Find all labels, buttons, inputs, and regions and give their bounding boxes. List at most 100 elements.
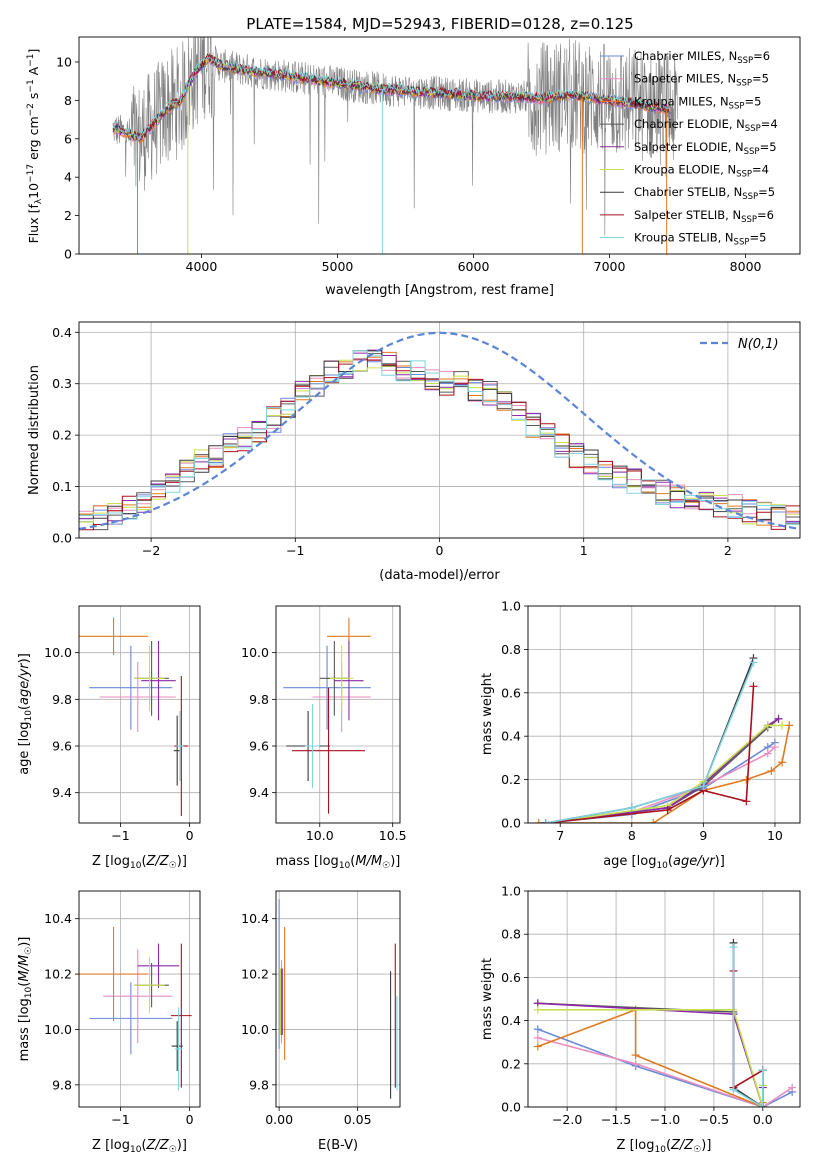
marker-salpeter_miles <box>788 1083 797 1092</box>
marker-salpeter_miles <box>533 1033 542 1042</box>
label-part: )] <box>715 854 725 869</box>
y-tick-label: 0.2 <box>501 1056 521 1071</box>
label-part: E(B-V) <box>318 1138 358 1153</box>
legend-eq: =5 <box>760 140 777 154</box>
marker-kroupa_stelib <box>729 943 738 952</box>
hist-step-salpeter_stelib <box>79 358 800 531</box>
label-part: 10 <box>654 1145 666 1155</box>
label-part: )] <box>17 937 32 947</box>
label-part: Z/Z <box>146 854 170 869</box>
normal-reference-curve <box>79 331 800 531</box>
axes-age-vs-Z: −1 0 9.4 9.6 9.8 10.0 <box>44 605 201 843</box>
axes-residuals: −2 −1 0 1 2 0.0 0.1 0.2 0.3 0.4 <box>52 321 801 558</box>
label-part: ] <box>26 49 41 54</box>
x-tick-label: 0 <box>186 828 194 843</box>
label-part: ( <box>350 854 355 869</box>
marker-kroupa_miles <box>649 819 658 823</box>
label-part: ( <box>141 854 146 869</box>
series-line-kroupa_miles <box>537 1008 764 1107</box>
label-part: age [log <box>17 722 32 775</box>
y-tick-label: 1.0 <box>501 884 521 899</box>
axes-spectrum: 4000 5000 6000 7000 8000 0 2 4 6 8 10 <box>56 36 801 274</box>
label-part: 10 <box>656 861 668 871</box>
axes-frame <box>78 890 201 1108</box>
y-tick-label: 10.0 <box>44 645 72 660</box>
label-part: ( <box>17 705 32 710</box>
label-part: s <box>26 93 41 104</box>
legend-sub: SSP <box>734 238 750 248</box>
y-tick-label: 0.4 <box>501 729 521 744</box>
marker-kroupa_elodie <box>533 1005 542 1014</box>
marker-kroupa_stelib <box>541 819 550 823</box>
label-part: )] <box>177 1138 187 1153</box>
marker-kroupa_miles <box>631 1051 640 1060</box>
y-tick-label: 10.0 <box>241 1022 269 1037</box>
legend-sub: SSP <box>737 56 753 66</box>
y-tick-label: 8 <box>64 93 72 108</box>
label-part: erg cm <box>26 116 41 164</box>
marker-salpeter_miles <box>631 1059 640 1068</box>
x-tick-label: −1.5 <box>601 1112 631 1127</box>
x-tick-label: −1.0 <box>650 1112 680 1127</box>
legend-sub: SSP <box>729 101 745 111</box>
axes-frame <box>527 890 801 1108</box>
x-tick-label: 2 <box>724 543 732 558</box>
marker-kroupa_miles <box>785 721 794 730</box>
axes-mass-vs-Z: −1 0 9.8 10.0 10.2 10.4 <box>44 890 201 1127</box>
y-tick-label: 10.4 <box>44 911 72 926</box>
marker-kroupa_miles <box>534 819 543 823</box>
axes-age-vs-mass: 10.0 10.5 9.4 9.6 9.8 10.0 <box>241 605 407 843</box>
label-part: )] <box>390 854 400 869</box>
y-axis-label: mass weight <box>480 673 495 755</box>
marker-chabrier_miles <box>533 1025 542 1034</box>
y-tick-label: 9.8 <box>52 692 72 707</box>
series-line-salpeter_elodie <box>545 718 779 823</box>
y-tick-label: 0.3 <box>52 376 72 391</box>
x-tick-label: 10.0 <box>306 828 334 843</box>
x-tick-label: 1 <box>580 543 588 558</box>
y-axis-label: age [log10(age/yr)] <box>17 653 34 775</box>
x-tick-label: 0.05 <box>344 1112 372 1127</box>
y-tick-label: 9.8 <box>249 1077 269 1092</box>
x-tick-label: 7 <box>556 828 564 843</box>
legend-sub: SSP <box>744 147 760 157</box>
plot-area-spectrum <box>112 37 678 254</box>
marker-kroupa_elodie <box>763 721 772 730</box>
label-part: 10 <box>26 183 41 199</box>
y-tick-label: 0 <box>64 247 72 262</box>
label-part: A <box>26 66 41 79</box>
label-part: Z/Z <box>146 1138 170 1153</box>
legend-name: Chabrier ELODIE, N <box>634 117 745 131</box>
label-part: ☉ <box>693 1145 701 1155</box>
y-tick-label: 4 <box>64 170 72 185</box>
spectrum-data-line <box>112 37 678 236</box>
legend-label: Chabrier STELIB, NSSP=5 <box>634 185 775 202</box>
plot-area-mass-vs-ebv <box>278 899 398 1099</box>
x-tick-label: 10 <box>767 828 783 843</box>
x-tick-label: 7000 <box>594 259 626 274</box>
axes-weight-vs-age: 7 8 9 10 0.0 0.2 0.4 0.6 0.8 1.0 <box>501 599 801 843</box>
x-axis-label: wavelength [Angstrom, rest frame] <box>325 283 554 298</box>
model-line-kroupa_stelib <box>112 56 671 140</box>
label-part: ( <box>668 854 673 869</box>
x-axis-label: Z [log10(Z/Z☉)] <box>92 854 187 871</box>
x-tick-label: −1 <box>286 543 304 558</box>
legend-name: Kroupa MILES, N <box>634 94 729 108</box>
legend-sub: SSP <box>741 215 757 225</box>
y-axis-label: mass weight <box>480 958 495 1040</box>
y-tick-label: 0.4 <box>52 325 72 340</box>
series-line-salpeter_miles <box>545 746 776 823</box>
legend-eq: =4 <box>752 163 769 177</box>
label-part: Z [log <box>92 854 130 869</box>
label-part: −1 <box>26 79 36 92</box>
legend-eq: =6 <box>757 208 774 222</box>
x-axis-label: (data-model)/error <box>379 568 500 583</box>
x-tick-label: 6000 <box>458 259 490 274</box>
legend-name: Kroupa STELIB, N <box>634 231 734 245</box>
y-tick-label: 0.2 <box>501 772 521 787</box>
label-part: 10 <box>130 861 142 871</box>
label-part: ☉ <box>24 947 34 955</box>
legend-name: Chabrier STELIB, N <box>634 185 742 199</box>
legend-name: Salpeter STELIB, N <box>634 208 741 222</box>
